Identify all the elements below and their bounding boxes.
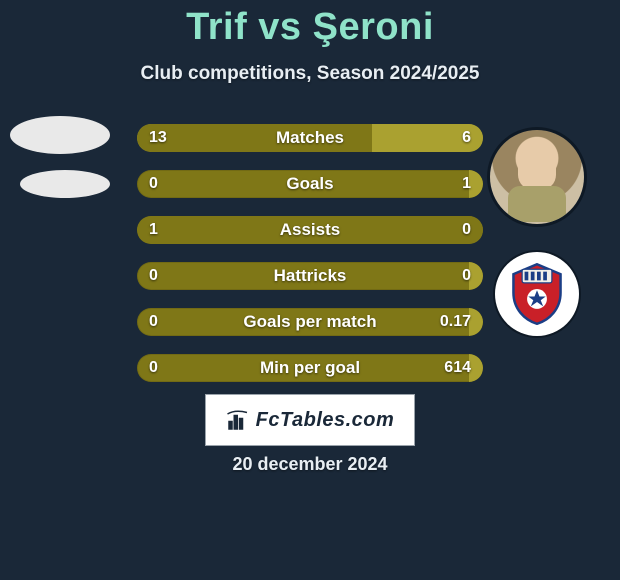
stat-label: Goals — [137, 170, 483, 198]
stats-bars: 13Matches60Goals11Assists00Hattricks00Go… — [137, 124, 483, 400]
brand-logo-icon — [226, 408, 250, 432]
right-avatars — [490, 130, 590, 336]
stat-label: Matches — [137, 124, 483, 152]
stat-right-value: 614 — [444, 354, 471, 382]
stat-row-goals: 0Goals1 — [137, 170, 483, 198]
stat-row-goals-per-match: 0Goals per match0.17 — [137, 308, 483, 336]
club-crest-icon — [506, 263, 568, 325]
stat-row-hattricks: 0Hattricks0 — [137, 262, 483, 290]
stat-row-min-per-goal: 0Min per goal614 — [137, 354, 483, 382]
stat-right-value: 0 — [462, 216, 471, 244]
stat-right-value: 1 — [462, 170, 471, 198]
date: 20 december 2024 — [0, 454, 620, 475]
stat-row-assists: 1Assists0 — [137, 216, 483, 244]
player1-avatar-placeholder — [10, 116, 110, 154]
player2-name: Şeroni — [313, 6, 434, 48]
stat-right-value: 6 — [462, 124, 471, 152]
brand-text: FcTables.com — [256, 409, 395, 432]
stat-row-matches: 13Matches6 — [137, 124, 483, 152]
subtitle: Club competitions, Season 2024/2025 — [0, 63, 620, 85]
stat-label: Hattricks — [137, 262, 483, 290]
stat-label: Goals per match — [137, 308, 483, 336]
player2-avatar — [490, 130, 584, 224]
vs-text: vs — [258, 6, 301, 48]
left-avatars — [10, 116, 110, 214]
stat-label: Assists — [137, 216, 483, 244]
player1-club-placeholder — [20, 170, 110, 198]
stat-label: Min per goal — [137, 354, 483, 382]
stat-right-value: 0.17 — [440, 308, 471, 336]
player1-name: Trif — [186, 6, 247, 48]
stat-right-value: 0 — [462, 262, 471, 290]
player2-club-crest — [495, 252, 579, 336]
comparison-title: Trif vs Şeroni — [0, 0, 620, 49]
brand-badge: FcTables.com — [205, 394, 415, 446]
